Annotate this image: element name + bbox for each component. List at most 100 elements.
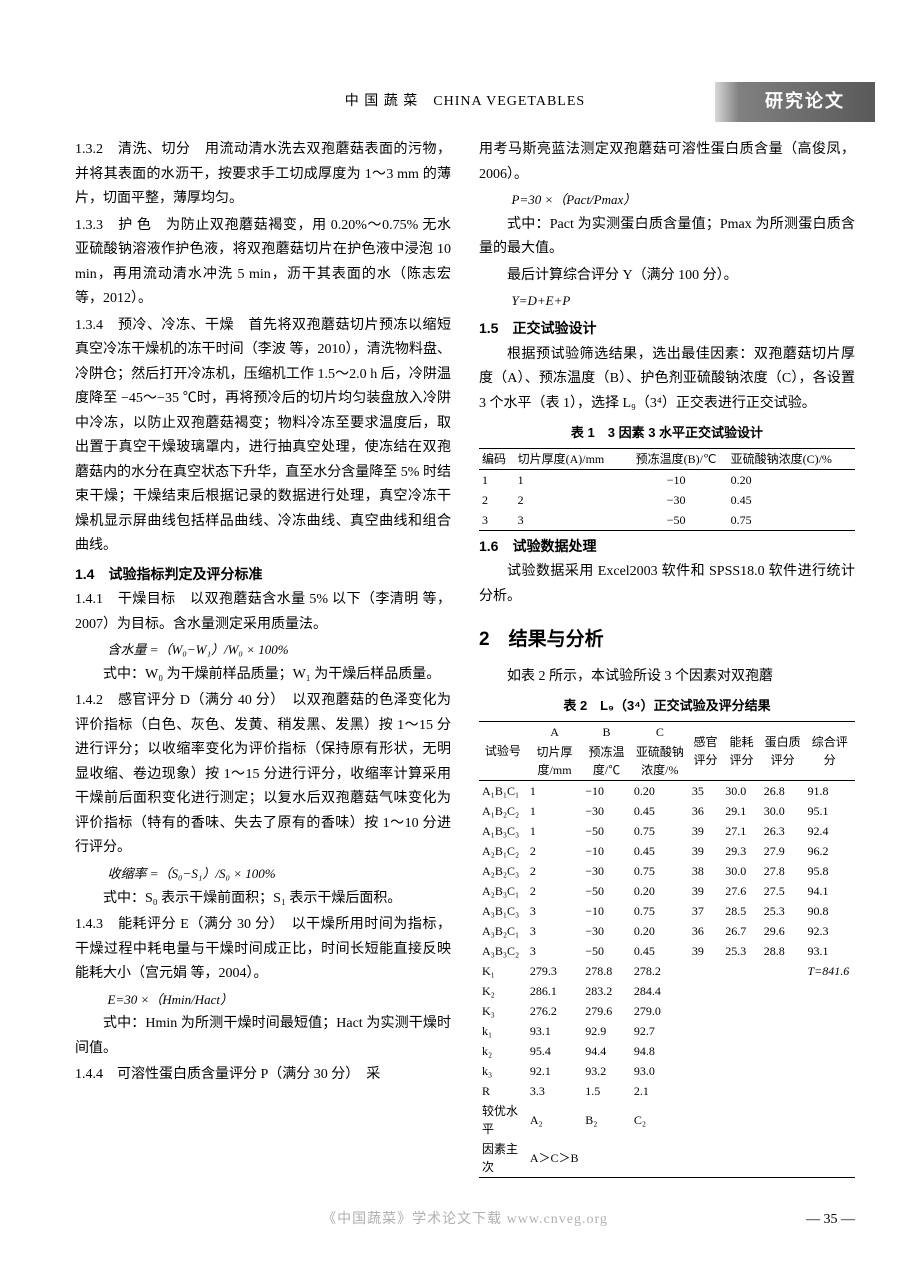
t2-cell: 95.8 [805, 861, 856, 881]
t2-cell [805, 1101, 856, 1139]
t2-cell: 3 [527, 901, 582, 921]
t2-cell [722, 1139, 761, 1178]
t1-cell: 0.45 [728, 490, 855, 510]
heading-2: 2 结果与分析 [479, 623, 855, 656]
t2-cell: 27.5 [761, 881, 805, 901]
para-1-4-2-expl: 式中：S₀ 表示干燥前面积；S₁ 表示干燥后面积。 [75, 887, 451, 912]
t2-cell: 36 [689, 921, 722, 941]
t2-cell: 38 [689, 861, 722, 881]
t2-cell: 1 [527, 780, 582, 801]
t2-cell: 2 [527, 881, 582, 901]
t2-cell: A₁B₂C₂ [479, 801, 527, 821]
t2-cell: −30 [582, 801, 631, 821]
t1-cell: −50 [625, 510, 728, 531]
t1-cell: 1 [479, 469, 515, 490]
t2-cell: 93.0 [631, 1061, 689, 1081]
t2-cell [722, 1101, 761, 1139]
formula-y: Y=D+E+P [479, 290, 855, 313]
t2-cell: 27.6 [722, 881, 761, 901]
t1-h0: 编码 [479, 448, 515, 469]
para-y: 最后计算综合评分 Y（满分 100 分）。 [479, 264, 855, 289]
t2-cell: 2 [527, 861, 582, 881]
t2-cell: 36 [689, 801, 722, 821]
t2-cell: 37 [689, 901, 722, 921]
t2-cell: 因素主次 [479, 1139, 527, 1178]
para-1-4-3-expl: 式中：Hmin 为所测干燥时间最短值；Hact 为实测干燥时间值。 [75, 1012, 451, 1061]
t2-cell: −10 [582, 841, 631, 861]
t2-cell: 28.5 [722, 901, 761, 921]
t2-cell [805, 981, 856, 1001]
t2-cell: 30.0 [761, 801, 805, 821]
t2-cell: K₃ [479, 1001, 527, 1021]
t1-cell: −30 [625, 490, 728, 510]
t2-cell [722, 981, 761, 1001]
t2-cell: 1 [527, 801, 582, 821]
t2-cell: 94.4 [582, 1041, 631, 1061]
t2-cell: 25.3 [761, 901, 805, 921]
t2-cell: K₂ [479, 981, 527, 1001]
formula-p: P=30 ×（Pact/Pmax） [479, 189, 855, 212]
t2-cell: k₃ [479, 1061, 527, 1081]
t2-cell: 90.8 [805, 901, 856, 921]
t2-cell: 3.3 [527, 1081, 582, 1101]
table1-caption: 表 1 3 因素 3 水平正交试验设计 [479, 422, 855, 445]
t2-cell: 0.75 [631, 861, 689, 881]
t2-cell: 93.1 [527, 1021, 582, 1041]
t2-cell: 92.3 [805, 921, 856, 941]
t2-cell [761, 1021, 805, 1041]
t2-cell: −50 [582, 821, 631, 841]
t2-cell: 283.2 [582, 981, 631, 1001]
t1-cell: 0.75 [728, 510, 855, 531]
t2-cell: A₁B₃C₃ [479, 821, 527, 841]
t2-cell: A₃B₁C₃ [479, 901, 527, 921]
table2-caption: 表 2 L₉（3⁴）正交试验及评分结果 [479, 695, 855, 718]
t1-cell: 0.20 [728, 469, 855, 490]
t2-cell: 0.75 [631, 821, 689, 841]
t2-cell [689, 961, 722, 981]
t2-cell: A₂B₃C₁ [479, 881, 527, 901]
t2-cell [689, 1081, 722, 1101]
t2-cell [689, 1001, 722, 1021]
page-footer: 《中国蔬菜》学术论文下载 www.cnveg.org — 35 — [75, 1208, 855, 1233]
t2-cell: 0.20 [631, 881, 689, 901]
t2-cell: R [479, 1081, 527, 1101]
t2-cell: 28.8 [761, 941, 805, 961]
t2-cell: −50 [582, 881, 631, 901]
t2-cell: 279.3 [527, 961, 582, 981]
t2-cell [761, 1001, 805, 1021]
t2-cell: 27.8 [761, 861, 805, 881]
t2-cell [689, 1139, 722, 1178]
para-1-3-3: 1.3.3 护 色 为防止双孢蘑菇褐变，用 0.20%～0.75% 无水亚硫酸钠… [75, 214, 451, 312]
t2-sh-a: 切片厚度/mm [527, 742, 582, 781]
t2-cell [761, 1101, 805, 1139]
t2-cell: 29.3 [722, 841, 761, 861]
t1-h1: 切片厚度(A)/mm [515, 448, 625, 469]
para-1-4-3: 1.4.3 能耗评分 E（满分 30 分） 以干燥所用时间为指标，干燥过程中耗电… [75, 913, 451, 987]
t2-cell: 29.6 [761, 921, 805, 941]
t2-h-ener: 能耗评分 [722, 721, 761, 780]
para-1-4-2: 1.4.2 感官评分 D（满分 40 分） 以双孢蘑菇的色泽变化为评价指标（白色… [75, 689, 451, 861]
t2-cell: 94.1 [805, 881, 856, 901]
section-badge: 研究论文 [715, 82, 875, 122]
t2-cell: 35 [689, 780, 722, 801]
t2-cell: 25.3 [722, 941, 761, 961]
t2-cell: 94.8 [631, 1041, 689, 1061]
t2-cell [722, 1021, 761, 1041]
t2-cell: 96.2 [805, 841, 856, 861]
t2-cell [761, 1061, 805, 1081]
t2-cell: 93.1 [805, 941, 856, 961]
heading-1-4: 1.4 试验指标判定及评分标准 [75, 562, 451, 587]
page-number: — 35 — [806, 1208, 855, 1233]
para-1-5: 根据预试验筛选结果，选出最佳因素：双孢蘑菇切片厚度（A）、预冻温度（B）、护色剂… [479, 343, 855, 417]
t2-cell: k₂ [479, 1041, 527, 1061]
table-2: 试验号 A B C 感官评分 能耗评分 蛋白质评分 综合评分 切片厚度/mm 预… [479, 721, 855, 1178]
t2-cell: 286.1 [527, 981, 582, 1001]
t2-cell [761, 981, 805, 1001]
t2-cell: 1 [527, 821, 582, 841]
t2-cell: 92.7 [631, 1021, 689, 1041]
t2-cell: 93.2 [582, 1061, 631, 1081]
t2-cell: 39 [689, 821, 722, 841]
t2-cell [722, 1041, 761, 1061]
t2-cell: 3 [527, 941, 582, 961]
t2-cell: 91.8 [805, 780, 856, 801]
